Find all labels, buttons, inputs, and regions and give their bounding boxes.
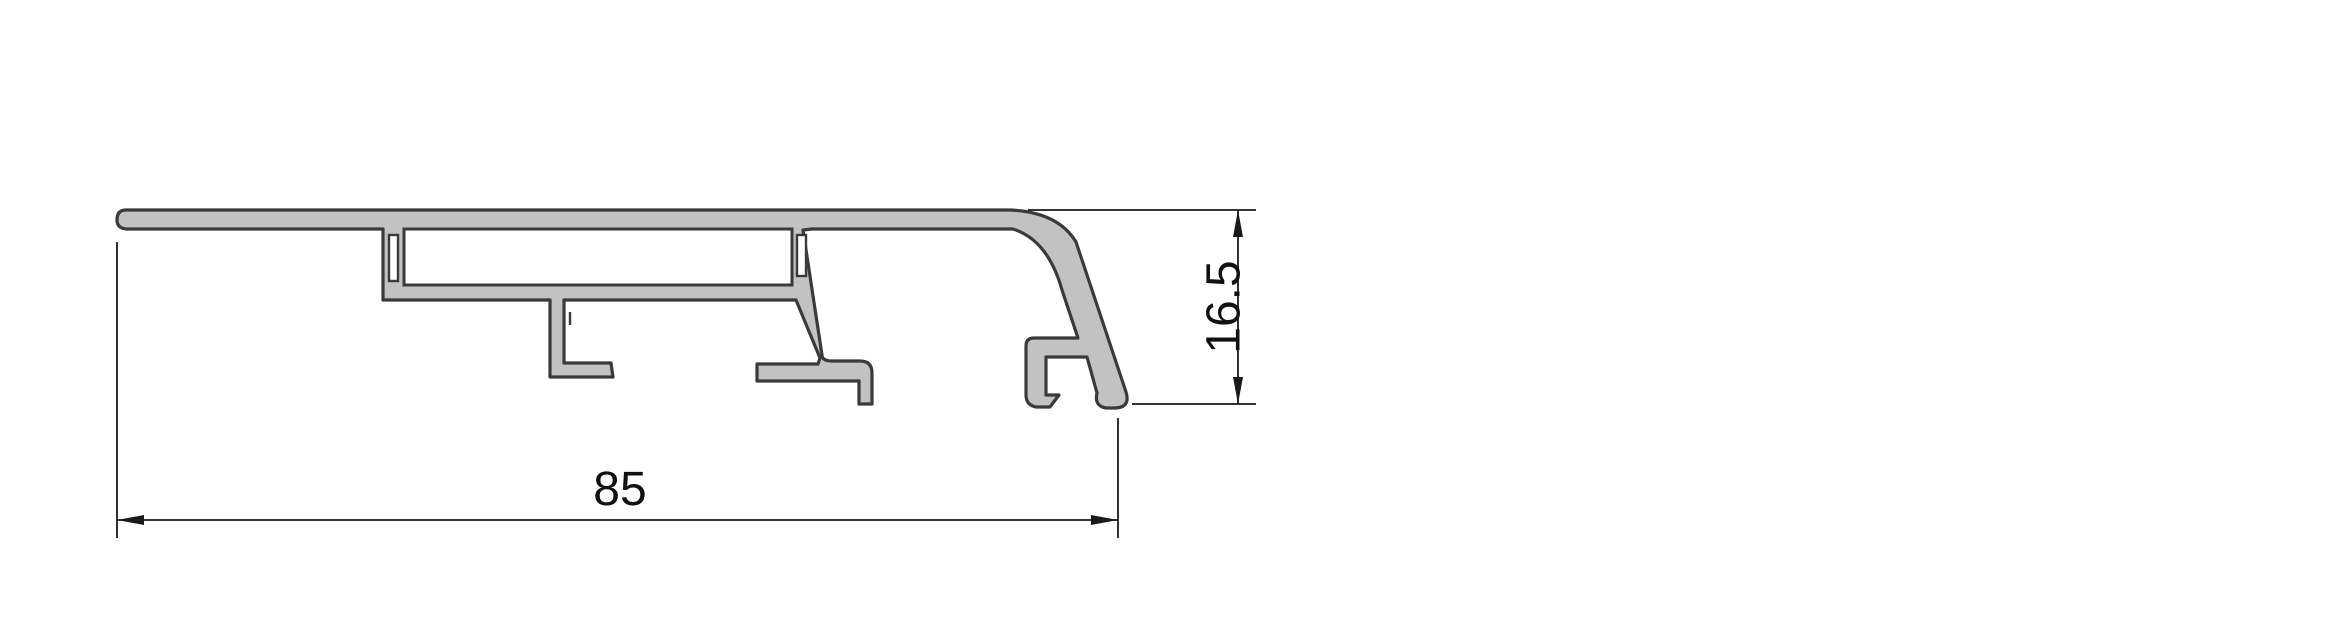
height-arrow-top	[1233, 210, 1243, 237]
hollow-chamber	[402, 227, 794, 287]
width-dimension-label: 85	[593, 463, 646, 516]
left-slot	[387, 233, 400, 283]
width-arrow-left	[117, 515, 144, 525]
right-slot	[795, 233, 808, 278]
width-arrow-right	[1091, 515, 1118, 525]
height-arrow-bottom	[1233, 377, 1243, 404]
height-dimension-label: 16.5	[1198, 260, 1251, 353]
